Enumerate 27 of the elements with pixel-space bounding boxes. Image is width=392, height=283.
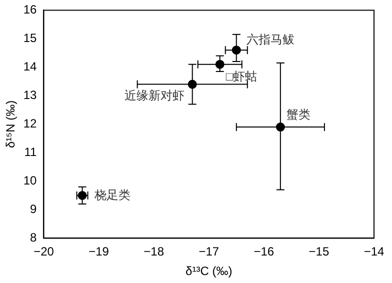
y-axis-title: δ¹⁵N (‰)	[4, 100, 18, 148]
annotation: 近缘新对虾	[124, 88, 184, 103]
annotation: 桡足类	[93, 188, 130, 202]
x-tick-label: −14	[364, 244, 384, 259]
y-tick-label: 8	[30, 230, 38, 245]
y-tick-label: 13	[23, 88, 38, 102]
point	[188, 80, 197, 89]
point	[276, 122, 285, 132]
y-tick-label: 15	[23, 31, 38, 46]
y-tick-label: 12	[23, 116, 38, 131]
point	[232, 46, 241, 55]
x-tick-label: −20	[34, 244, 54, 259]
y-tick-label: 16	[23, 2, 38, 17]
x-tick-label: −15	[308, 244, 330, 259]
y-tick-label: 14	[23, 60, 38, 74]
y-tick-label: 9	[30, 202, 38, 216]
annotation: 蟹类	[286, 107, 310, 122]
x-tick-label: −19	[88, 244, 110, 259]
x-tick-label: −18	[144, 244, 164, 259]
annotation: 六指马鲅	[246, 32, 294, 46]
annotation: □虾蛄	[226, 70, 258, 84]
point	[215, 60, 224, 69]
x-tick-label: −17	[198, 244, 220, 259]
x-axis-title: δ¹³C (‰)	[186, 264, 232, 278]
y-tick-label: 10	[23, 174, 38, 188]
x-tick-label: −16	[254, 244, 274, 259]
y-tick-label: 11	[24, 145, 38, 160]
